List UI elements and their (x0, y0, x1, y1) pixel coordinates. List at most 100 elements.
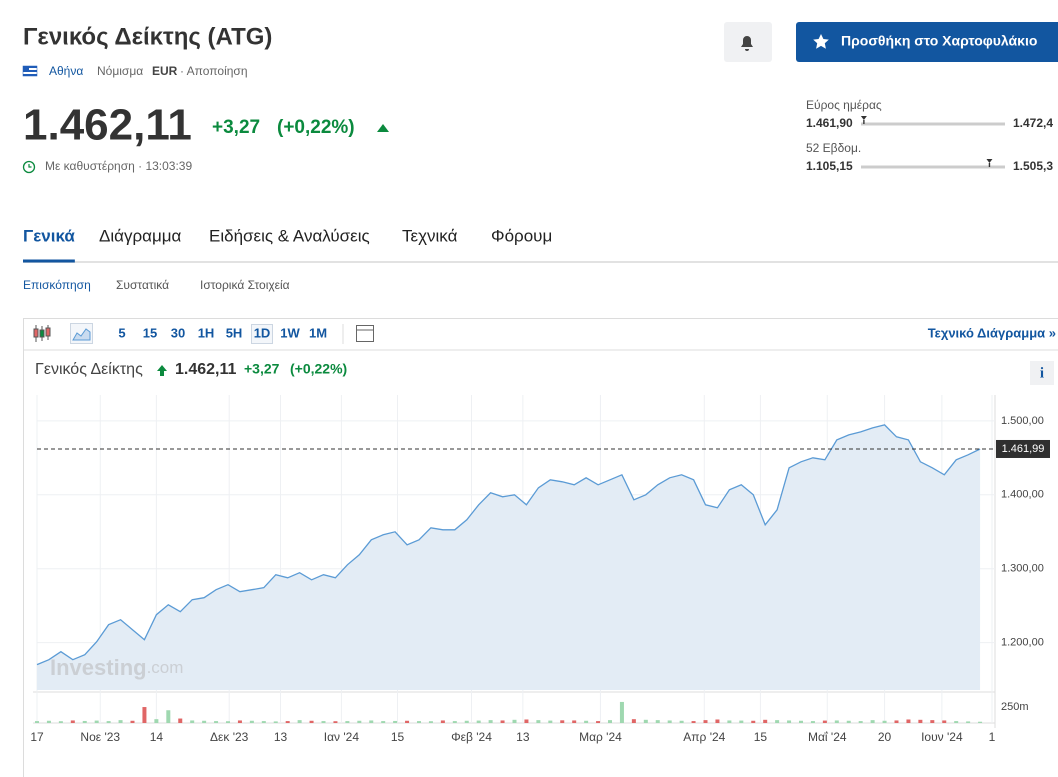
y2-tick-label: 250m (1001, 701, 1029, 713)
volume-bar (285, 721, 290, 723)
tab[interactable]: Τεχνικά (402, 226, 458, 245)
x-tick-label: Δεκ '23 (210, 730, 249, 744)
volume-bar (954, 721, 959, 723)
volume-bar (190, 720, 195, 723)
disclaimer[interactable]: · Αποποίηση (180, 64, 248, 78)
add-portfolio-text: Προσθήκη στο Χαρτοφυλάκιο (841, 33, 1037, 49)
x-tick-label: Ιαν '24 (324, 730, 360, 744)
y-tick-label: 1.500,00 (1001, 415, 1044, 427)
volume-bar (703, 720, 708, 723)
area-icon (72, 328, 91, 341)
volume-bar (405, 720, 410, 723)
bell-icon (741, 36, 753, 51)
volume-bar (536, 720, 541, 723)
interval[interactable]: 30 (171, 325, 185, 340)
interval[interactable]: 1H (198, 325, 215, 340)
add-portfolio-button[interactable] (796, 22, 1058, 62)
calendar-icon[interactable] (356, 325, 374, 342)
chart-up-arrow (157, 365, 167, 376)
volume-bar (381, 721, 386, 723)
volume-bar (679, 720, 684, 723)
volume-bar (978, 721, 983, 723)
watermark: Investing.com (50, 655, 183, 680)
volume-bar (584, 720, 589, 723)
volume-bar (94, 720, 99, 723)
x-tick-label: 13 (516, 730, 530, 744)
interval[interactable]: 5 (118, 325, 125, 340)
x-tick-label: Απρ '24 (683, 730, 725, 744)
chart-title: Γενικός Δείκτης (35, 361, 143, 378)
volume-bar (715, 719, 720, 723)
tab[interactable]: Γενικά (23, 226, 75, 245)
candle-icon[interactable] (33, 325, 51, 342)
volume-bar (727, 720, 732, 723)
area-fill (37, 424, 981, 690)
star-icon (813, 34, 829, 49)
volume-bar (417, 721, 421, 723)
volume-bar (512, 719, 517, 723)
volume-bar (572, 720, 577, 723)
volume-bar (178, 718, 183, 723)
x-tick-label: Φεβ '24 (451, 730, 492, 744)
volume-bar (846, 720, 851, 723)
volume-bar (476, 720, 481, 723)
range-label: 52 Εβδομ. (806, 141, 861, 155)
y-tick-label: 1.200,00 (1001, 637, 1044, 649)
volume-bar (810, 721, 815, 723)
tab[interactable]: Διάγραμμα (99, 226, 182, 245)
watermark-brand: Investing (50, 655, 147, 680)
x-tick-label: Μαρ '24 (579, 730, 622, 744)
volume-bar (608, 720, 612, 723)
interval[interactable]: 1M (309, 325, 327, 340)
volume-bar (297, 720, 302, 723)
subtab[interactable]: Συστατικά (116, 278, 169, 292)
info-button[interactable] (1030, 361, 1054, 385)
interval[interactable]: 5H (226, 325, 243, 340)
y-tick-label: 1.400,00 (1001, 489, 1044, 501)
y-tick-label: 1.300,00 (1001, 563, 1044, 575)
volume-bar (619, 701, 624, 723)
flag (22, 65, 38, 77)
interval[interactable]: 1D (254, 325, 271, 340)
interval[interactable]: 15 (143, 325, 157, 340)
chart-change: +3,27 (244, 361, 280, 377)
technical-chart-link[interactable]: Τεχνικό Διάγραμμα » (928, 325, 1056, 340)
x-tick-label: 13 (274, 730, 288, 744)
subtab[interactable]: Επισκόπηση (23, 278, 91, 292)
volume-bar (35, 721, 39, 723)
volume-bar (894, 720, 899, 723)
exchange-link[interactable]: Αθήνα (49, 64, 83, 78)
tab[interactable]: Ειδήσεις & Αναλύσεις (209, 226, 370, 245)
volume-bar (691, 721, 696, 723)
volume-bar (799, 720, 803, 723)
volume-bar (118, 720, 123, 723)
watermark-suffix: .com (147, 658, 184, 677)
volume-bar (70, 720, 75, 723)
volume-bar (464, 720, 469, 723)
volume-bar (142, 707, 147, 723)
interval-active (251, 324, 273, 344)
volume-bar (154, 719, 159, 723)
x-tick-label: 15 (754, 730, 768, 744)
volume-bar (488, 720, 493, 723)
volume-bar (273, 721, 278, 723)
x-tick-label: 17 (30, 730, 44, 744)
volume-bar (870, 720, 875, 723)
volume-bar (428, 721, 433, 723)
subtab[interactable]: Ιστορικά Στοιχεία (200, 278, 290, 292)
volume-bar (822, 720, 827, 723)
tab[interactable]: Φόρουμ (491, 226, 552, 245)
x-tick-label: 15 (391, 730, 405, 744)
volume-bar (46, 720, 51, 723)
volume-bar (58, 721, 63, 723)
up-arrow (377, 124, 389, 132)
range-marker (860, 116, 867, 124)
x-tick-label: Μαΐ '24 (808, 730, 847, 744)
volume-bar (249, 720, 254, 723)
x-tick-label: 14 (150, 730, 164, 744)
interval[interactable]: 1W (280, 325, 300, 340)
volume-bar (357, 720, 362, 723)
last-value-box (996, 439, 1050, 458)
volume-bar (942, 720, 947, 723)
